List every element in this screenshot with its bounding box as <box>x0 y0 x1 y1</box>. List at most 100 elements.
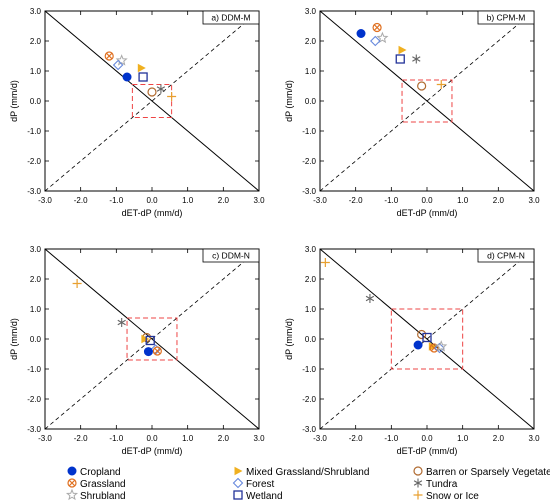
y-axis-label: dP (mm/d) <box>284 80 294 122</box>
point-forest <box>150 344 161 355</box>
x-tick-label: 0.0 <box>421 434 433 443</box>
panel-title: b) CPM-M <box>487 13 526 23</box>
point-shrubland <box>376 31 389 44</box>
y-tick-label: -1.0 <box>302 365 316 374</box>
y-tick-label: 1.0 <box>305 67 317 76</box>
legend-marker-forest <box>232 477 244 489</box>
x-tick-label: 0.0 <box>146 434 158 443</box>
highlight-box <box>126 317 178 361</box>
x-tick-label: -2.0 <box>74 434 88 443</box>
panel-title: d) CPM-N <box>487 251 525 261</box>
x-tick-label: -3.0 <box>38 434 52 443</box>
diagonal-dashed-line <box>45 249 259 429</box>
legend-item-grassland: Grassland <box>67 478 126 490</box>
diagonal-solid-line <box>45 249 259 429</box>
legend-label: Barren or Sparsely Vegetated <box>426 467 550 478</box>
y-tick-label: 2.0 <box>305 37 317 46</box>
point-grassland <box>429 343 439 353</box>
y-tick-label: -2.0 <box>27 395 41 404</box>
legend-item-barren: Barren or Sparsely Vegetated <box>413 466 550 478</box>
point-snow <box>72 279 82 288</box>
legend-marker-wetland <box>233 490 243 500</box>
legend-marker-cropland <box>67 466 77 476</box>
legend-label: Grassland <box>80 479 126 490</box>
x-tick-label: 3.0 <box>528 434 540 443</box>
legend-item-cropland: Cropland <box>67 466 121 478</box>
y-tick-label: 0.0 <box>30 97 42 106</box>
point-cropland <box>356 29 366 38</box>
point-forest <box>112 59 124 71</box>
panel-title-box <box>477 248 535 263</box>
x-axis-label: dET-dP (mm/d) <box>397 446 458 456</box>
y-tick-label: -3.0 <box>302 187 316 196</box>
x-axis-label: dET-dP (mm/d) <box>122 208 183 218</box>
panel-title: a) DDM-M <box>211 13 250 23</box>
y-tick-label: -2.0 <box>302 395 316 404</box>
point-grassland <box>104 51 114 61</box>
y-tick-label: 3.0 <box>30 7 42 16</box>
highlight-box <box>401 79 453 123</box>
y-tick-label: 1.0 <box>30 67 42 76</box>
y-tick-label: 2.0 <box>30 37 42 46</box>
x-tick-label: -1.0 <box>384 196 398 205</box>
legend-marker-snow <box>413 490 423 500</box>
x-tick-label: -1.0 <box>109 434 123 443</box>
point-mixed <box>137 63 146 73</box>
x-tick-label: 1.0 <box>182 434 194 443</box>
legend-item-tundra: Tundra <box>413 478 458 490</box>
point-forest <box>434 342 445 354</box>
legend-item-snow: Snow or Ice <box>413 490 479 502</box>
panel-title: c) DDM-N <box>212 251 250 261</box>
legend: Cropland Mixed Grassland/Shrubland Barren … <box>65 466 550 502</box>
point-cropland <box>122 72 132 82</box>
point-snow <box>436 80 446 89</box>
legend-label: Shrubland <box>80 491 126 502</box>
legend-marker-shrubland <box>65 488 79 501</box>
point-barren <box>417 81 427 91</box>
diagonal-solid-line <box>45 11 259 191</box>
panel-d: -3.0 -2.0 -1.0 0.0 1.0 2.0 3.0 -3.0 -2.0 -1.0 0.0 1… <box>284 245 540 456</box>
x-tick-label: 2.0 <box>218 434 230 443</box>
point-barren <box>147 87 157 97</box>
legend-marker-mixed <box>234 466 243 476</box>
point-wetland <box>138 72 148 82</box>
x-tick-label: 1.0 <box>457 434 469 443</box>
x-tick-label: 3.0 <box>528 196 540 205</box>
y-axis-label: dP (mm/d) <box>9 318 19 360</box>
diagonal-dashed-line <box>45 11 259 191</box>
diagonal-dashed-line <box>320 249 534 429</box>
x-tick-label: -2.0 <box>349 196 363 205</box>
legend-item-mixed: Mixed Grassland/Shrubland <box>234 466 369 478</box>
y-tick-label: -1.0 <box>27 127 41 136</box>
x-tick-label: -1.0 <box>109 196 123 205</box>
point-shrubland <box>115 54 128 66</box>
panel-a: -3.0 -2.0 -1.0 0.0 1.0 2.0 3.0 -3.0 -2.0 -1.0 0.0 1… <box>9 7 265 218</box>
point-mixed <box>141 334 150 344</box>
point-cropland <box>143 347 153 357</box>
x-tick-label: 1.0 <box>457 196 469 205</box>
y-tick-label: 0.0 <box>305 97 317 106</box>
point-wetland <box>395 54 405 64</box>
point-tundra <box>365 294 375 303</box>
y-tick-label: -2.0 <box>27 157 41 166</box>
x-tick-label: -3.0 <box>313 196 327 205</box>
legend-label: Forest <box>246 479 275 490</box>
highlight-box <box>131 84 173 118</box>
x-axis-label: dET-dP (mm/d) <box>397 208 458 218</box>
point-cropland <box>413 340 423 350</box>
panel-b: -3.0 -2.0 -1.0 0.0 1.0 2.0 3.0 -3.0 -2.0 -1.0 0.0 1… <box>284 7 540 218</box>
y-tick-label: 1.0 <box>30 305 42 314</box>
x-tick-label: -3.0 <box>38 196 52 205</box>
point-barren <box>417 329 427 340</box>
y-tick-label: 1.0 <box>305 305 317 314</box>
legend-label: Wetland <box>246 491 283 502</box>
x-tick-label: -1.0 <box>384 434 398 443</box>
point-snow <box>167 92 177 101</box>
legend-label: Tundra <box>426 479 458 490</box>
y-tick-label: 3.0 <box>305 245 317 254</box>
legend-label: Mixed Grassland/Shrubland <box>246 467 369 478</box>
legend-marker-tundra <box>413 478 423 488</box>
panel-title-box <box>477 10 535 25</box>
y-tick-label: 2.0 <box>305 275 317 284</box>
